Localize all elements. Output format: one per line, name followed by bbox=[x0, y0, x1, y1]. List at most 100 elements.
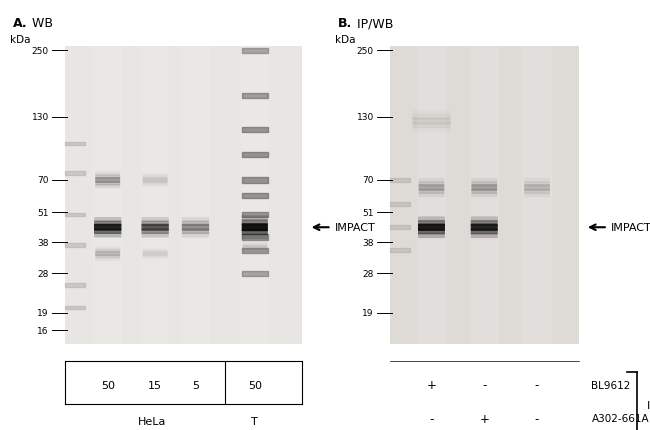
FancyBboxPatch shape bbox=[142, 224, 169, 231]
Bar bbox=[94, 47, 122, 344]
Text: 50: 50 bbox=[101, 380, 114, 390]
FancyBboxPatch shape bbox=[471, 185, 497, 191]
FancyBboxPatch shape bbox=[94, 218, 122, 222]
FancyBboxPatch shape bbox=[524, 185, 550, 191]
Text: 51: 51 bbox=[37, 208, 49, 217]
Text: 15: 15 bbox=[148, 380, 162, 390]
Bar bbox=[240, 47, 269, 344]
FancyBboxPatch shape bbox=[182, 218, 209, 222]
FancyBboxPatch shape bbox=[95, 172, 120, 176]
Text: 250: 250 bbox=[32, 47, 49, 56]
Text: HeLa: HeLa bbox=[137, 416, 166, 427]
Text: IP: IP bbox=[647, 400, 650, 411]
FancyBboxPatch shape bbox=[471, 229, 498, 235]
Text: IMPACT: IMPACT bbox=[335, 223, 376, 233]
FancyBboxPatch shape bbox=[94, 229, 122, 234]
Text: -: - bbox=[535, 412, 539, 425]
FancyBboxPatch shape bbox=[413, 127, 450, 132]
FancyBboxPatch shape bbox=[95, 249, 120, 253]
FancyBboxPatch shape bbox=[182, 224, 209, 231]
FancyBboxPatch shape bbox=[142, 181, 168, 185]
FancyBboxPatch shape bbox=[471, 221, 498, 227]
FancyBboxPatch shape bbox=[413, 123, 450, 129]
FancyBboxPatch shape bbox=[142, 233, 169, 238]
FancyBboxPatch shape bbox=[94, 233, 122, 238]
Text: 130: 130 bbox=[356, 113, 374, 122]
FancyBboxPatch shape bbox=[182, 221, 209, 227]
Bar bbox=[523, 47, 552, 344]
FancyBboxPatch shape bbox=[142, 176, 168, 180]
Text: +: + bbox=[426, 378, 436, 391]
Text: T: T bbox=[252, 416, 258, 427]
FancyBboxPatch shape bbox=[471, 233, 498, 239]
FancyBboxPatch shape bbox=[95, 175, 120, 180]
FancyBboxPatch shape bbox=[524, 178, 550, 183]
FancyBboxPatch shape bbox=[242, 246, 267, 251]
FancyBboxPatch shape bbox=[242, 220, 268, 226]
FancyBboxPatch shape bbox=[471, 189, 497, 194]
Text: 50: 50 bbox=[248, 380, 262, 390]
Text: A.: A. bbox=[13, 17, 27, 30]
FancyBboxPatch shape bbox=[142, 178, 168, 183]
Text: 19: 19 bbox=[362, 308, 374, 317]
FancyBboxPatch shape bbox=[242, 215, 268, 221]
FancyBboxPatch shape bbox=[142, 229, 169, 234]
Text: kDa: kDa bbox=[10, 35, 31, 45]
FancyBboxPatch shape bbox=[419, 189, 445, 194]
FancyBboxPatch shape bbox=[182, 229, 209, 234]
Text: 28: 28 bbox=[363, 269, 374, 278]
FancyBboxPatch shape bbox=[524, 182, 550, 187]
Text: kDa: kDa bbox=[335, 35, 356, 45]
FancyBboxPatch shape bbox=[471, 217, 498, 222]
Bar bbox=[181, 47, 210, 344]
FancyBboxPatch shape bbox=[418, 221, 445, 227]
Bar bbox=[469, 47, 499, 344]
FancyBboxPatch shape bbox=[95, 257, 120, 261]
Text: B.: B. bbox=[338, 17, 352, 30]
Text: -: - bbox=[429, 412, 434, 425]
FancyBboxPatch shape bbox=[413, 115, 450, 120]
Bar bbox=[417, 47, 446, 344]
FancyBboxPatch shape bbox=[95, 178, 120, 184]
Text: IP/WB: IP/WB bbox=[352, 17, 393, 30]
FancyBboxPatch shape bbox=[95, 181, 120, 186]
FancyBboxPatch shape bbox=[142, 250, 168, 254]
FancyBboxPatch shape bbox=[471, 182, 497, 187]
Bar bbox=[65, 47, 302, 344]
FancyBboxPatch shape bbox=[95, 184, 120, 189]
FancyBboxPatch shape bbox=[418, 217, 445, 222]
Text: IMPACT: IMPACT bbox=[611, 223, 650, 233]
FancyBboxPatch shape bbox=[242, 244, 267, 248]
FancyBboxPatch shape bbox=[242, 251, 267, 255]
FancyBboxPatch shape bbox=[242, 234, 268, 240]
FancyBboxPatch shape bbox=[142, 221, 169, 227]
FancyBboxPatch shape bbox=[95, 251, 120, 256]
FancyBboxPatch shape bbox=[418, 229, 445, 235]
FancyBboxPatch shape bbox=[419, 178, 445, 183]
Bar bbox=[390, 47, 578, 344]
Text: 250: 250 bbox=[357, 47, 374, 56]
Text: -: - bbox=[535, 378, 539, 391]
Text: 16: 16 bbox=[37, 326, 49, 335]
Text: -: - bbox=[482, 378, 486, 391]
Text: 51: 51 bbox=[362, 208, 374, 217]
FancyBboxPatch shape bbox=[242, 249, 267, 252]
FancyBboxPatch shape bbox=[524, 189, 550, 194]
Text: WB: WB bbox=[27, 17, 53, 30]
Text: 38: 38 bbox=[362, 238, 374, 247]
Text: 70: 70 bbox=[37, 176, 49, 185]
Text: BL9612: BL9612 bbox=[592, 380, 631, 390]
FancyBboxPatch shape bbox=[142, 218, 169, 222]
Text: 38: 38 bbox=[37, 238, 49, 247]
FancyBboxPatch shape bbox=[182, 233, 209, 238]
FancyBboxPatch shape bbox=[242, 224, 268, 232]
Text: +: + bbox=[479, 412, 489, 425]
FancyBboxPatch shape bbox=[419, 182, 445, 187]
FancyBboxPatch shape bbox=[419, 185, 445, 191]
FancyBboxPatch shape bbox=[524, 193, 550, 198]
FancyBboxPatch shape bbox=[471, 224, 498, 231]
FancyBboxPatch shape bbox=[419, 193, 445, 198]
FancyBboxPatch shape bbox=[242, 229, 268, 236]
Bar bbox=[141, 47, 170, 344]
Text: 5: 5 bbox=[192, 380, 199, 390]
